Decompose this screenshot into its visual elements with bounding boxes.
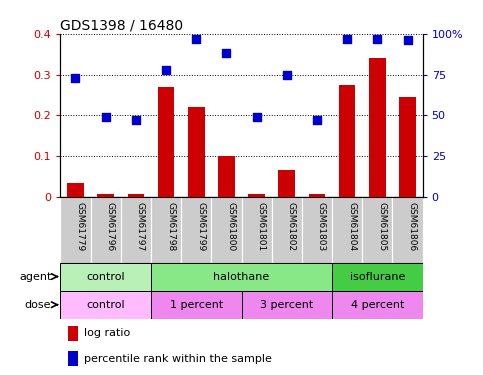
- Text: percentile rank within the sample: percentile rank within the sample: [84, 354, 272, 364]
- Point: [404, 37, 412, 43]
- Bar: [393, 197, 423, 262]
- Point: [71, 75, 79, 81]
- Bar: [67, 183, 84, 197]
- Bar: [309, 194, 325, 197]
- Point: [373, 36, 381, 42]
- Text: GSM61803: GSM61803: [317, 202, 326, 251]
- Point: [102, 114, 110, 120]
- Text: 3 percent: 3 percent: [260, 300, 313, 310]
- Bar: [242, 291, 332, 319]
- Text: GSM61802: GSM61802: [287, 202, 296, 251]
- Bar: [151, 197, 181, 262]
- Bar: [242, 197, 271, 262]
- Bar: [181, 197, 212, 262]
- Text: 1 percent: 1 percent: [170, 300, 223, 310]
- Text: GSM61801: GSM61801: [256, 202, 266, 251]
- Bar: [279, 170, 295, 197]
- Bar: [91, 197, 121, 262]
- Text: dose: dose: [25, 300, 51, 310]
- Bar: [60, 197, 91, 262]
- Bar: [271, 197, 302, 262]
- Bar: [68, 351, 79, 366]
- Text: halothane: halothane: [213, 272, 270, 282]
- Text: GSM61779: GSM61779: [75, 202, 85, 251]
- Point: [253, 114, 260, 120]
- Text: 4 percent: 4 percent: [351, 300, 404, 310]
- Point: [283, 72, 291, 78]
- Bar: [212, 197, 242, 262]
- Bar: [369, 58, 385, 197]
- Bar: [158, 87, 174, 197]
- Text: isoflurane: isoflurane: [350, 272, 405, 282]
- Bar: [98, 194, 114, 197]
- Text: GSM61797: GSM61797: [136, 202, 145, 251]
- Bar: [151, 291, 242, 319]
- Bar: [399, 97, 416, 197]
- Text: GDS1398 / 16480: GDS1398 / 16480: [60, 19, 184, 33]
- Text: GSM61805: GSM61805: [377, 202, 386, 251]
- Text: control: control: [86, 300, 125, 310]
- Bar: [339, 85, 355, 197]
- Text: GSM61800: GSM61800: [227, 202, 235, 251]
- Text: GSM61804: GSM61804: [347, 202, 356, 251]
- Text: GSM61806: GSM61806: [408, 202, 416, 251]
- Bar: [68, 326, 79, 341]
- Point: [132, 117, 140, 123]
- Text: GSM61796: GSM61796: [106, 202, 114, 251]
- Bar: [151, 262, 332, 291]
- Bar: [332, 197, 362, 262]
- Bar: [302, 197, 332, 262]
- Text: control: control: [86, 272, 125, 282]
- Bar: [248, 194, 265, 197]
- Bar: [332, 291, 423, 319]
- Bar: [60, 262, 151, 291]
- Text: agent: agent: [19, 272, 51, 282]
- Bar: [218, 156, 235, 197]
- Bar: [60, 291, 151, 319]
- Text: GSM61799: GSM61799: [196, 202, 205, 251]
- Point: [313, 117, 321, 123]
- Point: [162, 67, 170, 73]
- Bar: [188, 107, 204, 197]
- Text: GSM61798: GSM61798: [166, 202, 175, 251]
- Text: log ratio: log ratio: [84, 328, 130, 339]
- Bar: [128, 194, 144, 197]
- Bar: [362, 197, 393, 262]
- Bar: [332, 262, 423, 291]
- Point: [223, 50, 230, 56]
- Bar: [121, 197, 151, 262]
- Point: [192, 36, 200, 42]
- Point: [343, 36, 351, 42]
